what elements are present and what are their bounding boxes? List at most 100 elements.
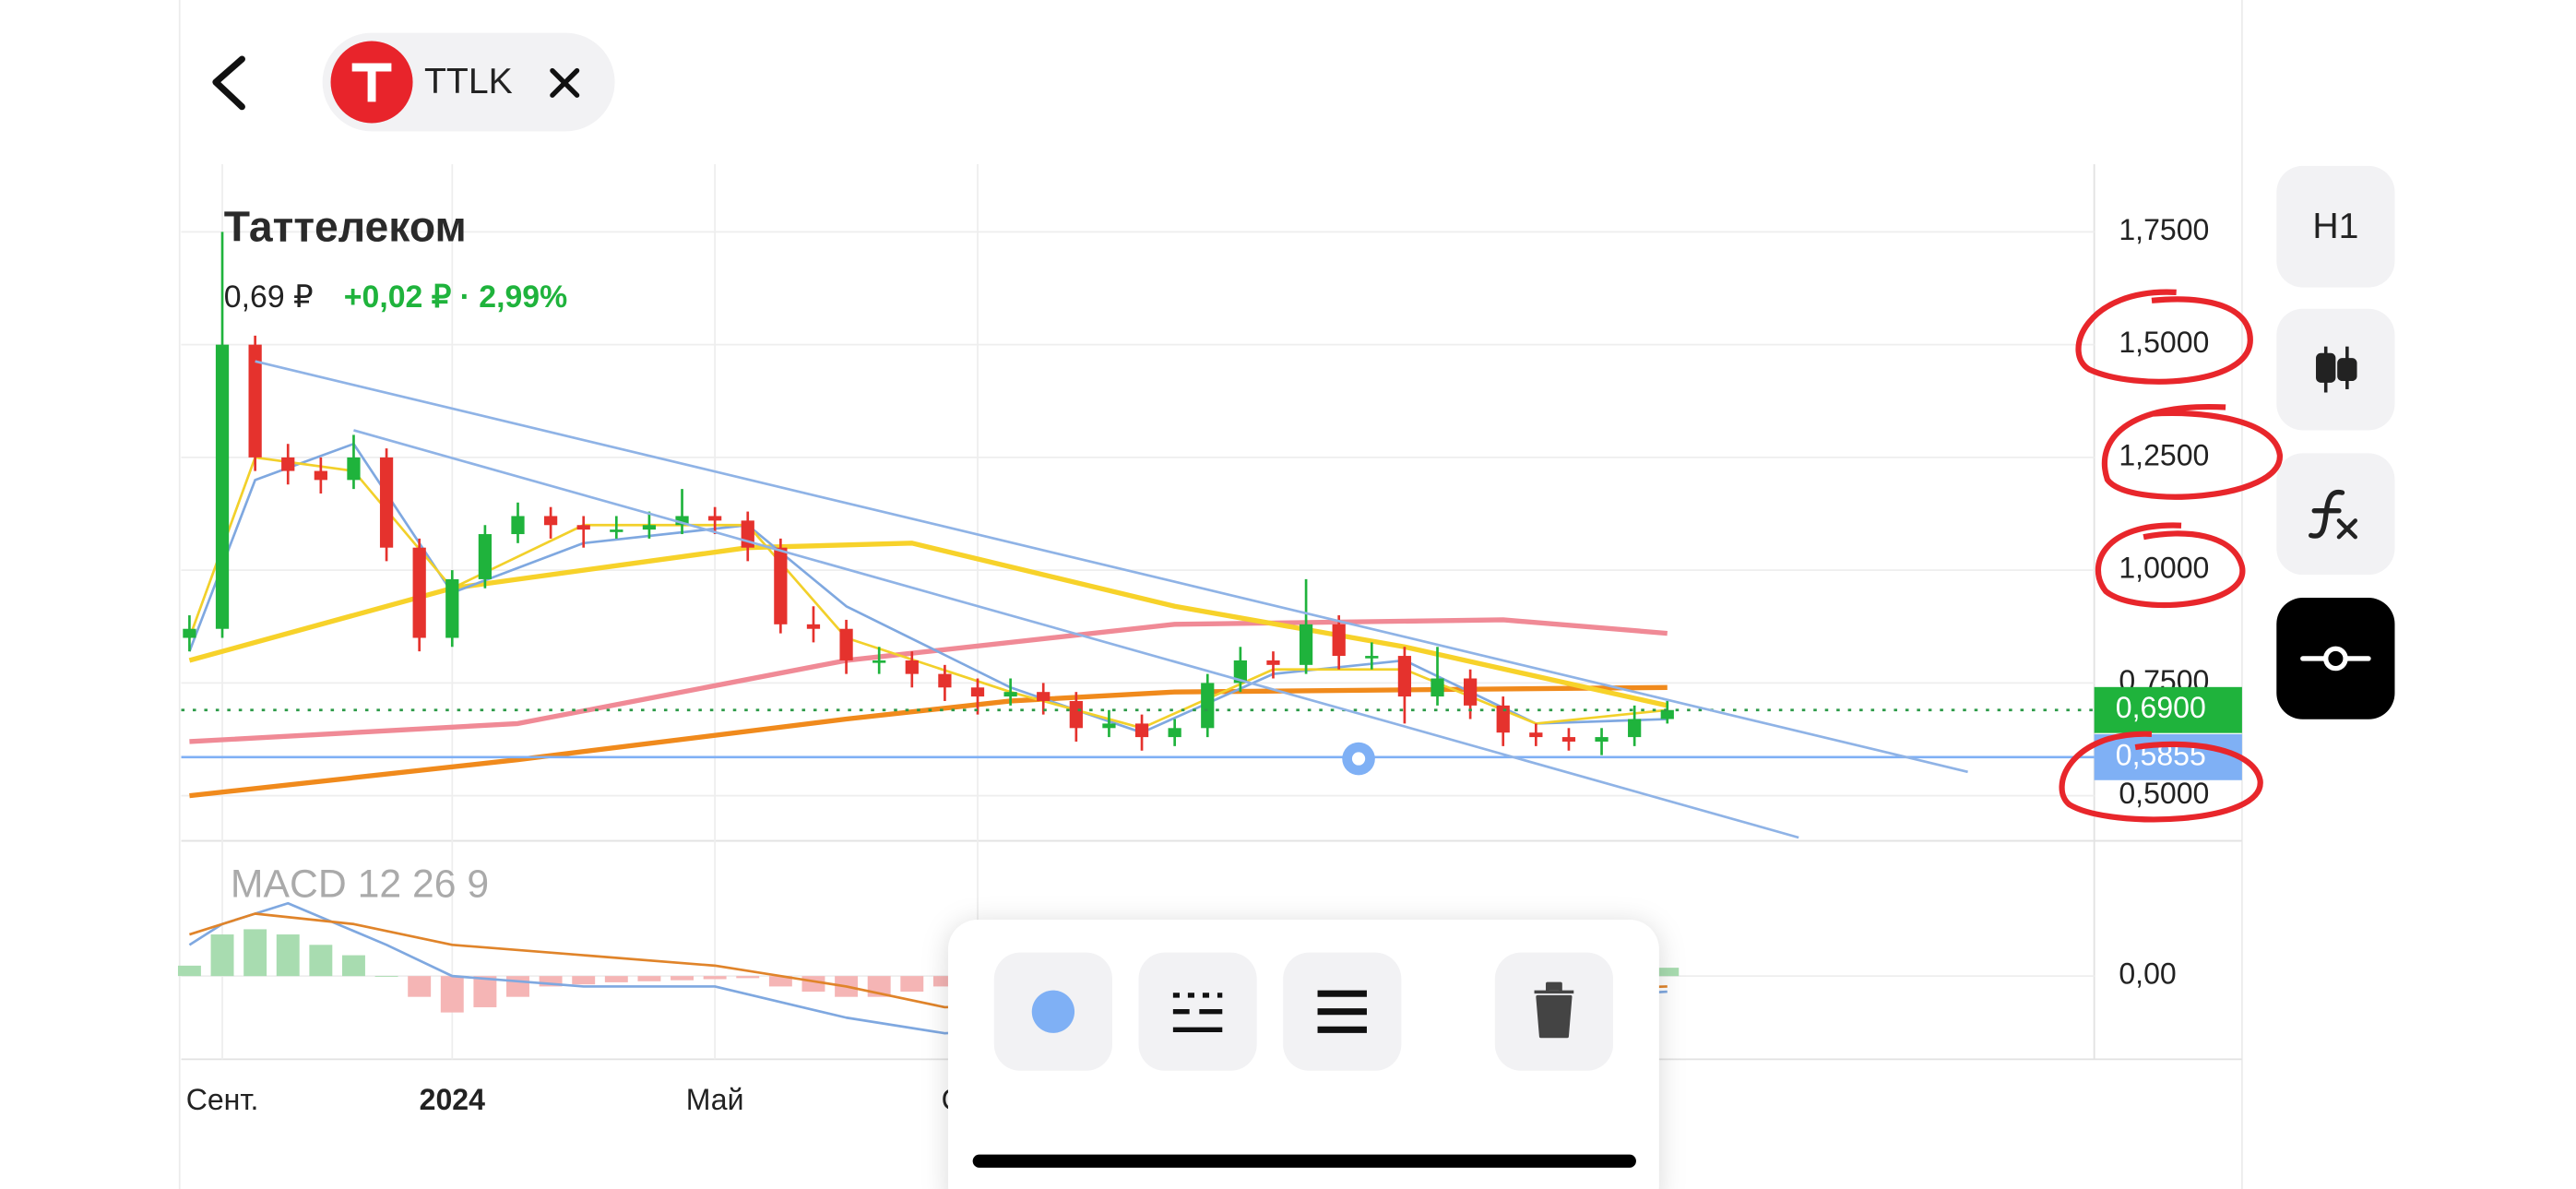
- macd-line: [189, 912, 1668, 1009]
- macd-bar: [572, 976, 596, 985]
- candle-body: [511, 516, 525, 535]
- macd-bar: [210, 934, 234, 977]
- timeframe-button[interactable]: [2276, 165, 2395, 288]
- candle-body: [708, 516, 722, 521]
- price-label-box: [2094, 686, 2242, 733]
- candle-body: [610, 529, 623, 532]
- annotations: [2059, 289, 2283, 823]
- level-handle-dot: [1351, 752, 1366, 766]
- macd-bar: [408, 976, 432, 997]
- candle-body: [1003, 692, 1017, 697]
- candle-body: [806, 624, 821, 629]
- trash-icon: [1534, 981, 1574, 1039]
- macd-bar: [768, 976, 792, 987]
- candle-body: [215, 344, 230, 629]
- candle-body: [1332, 624, 1346, 657]
- macd-bar: [539, 976, 563, 987]
- candle-body: [478, 534, 493, 579]
- timeframe: H1: [2312, 207, 2358, 246]
- annotation-circle: [2101, 403, 2283, 500]
- y-tick-label: 0,00: [2119, 957, 2176, 991]
- line-style-icon: [1172, 993, 1223, 1032]
- macd-bar: [671, 976, 694, 981]
- macd-bar: [932, 976, 956, 987]
- candle-body: [1628, 719, 1642, 738]
- fx-icon-x: [2336, 518, 2357, 540]
- drawing-icon-dot: [2323, 646, 2348, 672]
- annotation-circle: [2095, 522, 2246, 609]
- macd-bar: [440, 976, 464, 1013]
- candle-body: [970, 687, 985, 697]
- macd-bar: [341, 955, 365, 977]
- y-tick-label: 1,5000: [2119, 326, 2209, 359]
- macd-bar: [703, 976, 727, 980]
- line-width-icon: [1317, 990, 1367, 1033]
- candle-body: [1069, 700, 1083, 729]
- candle-body: [1233, 660, 1247, 684]
- candle-body: [347, 457, 361, 481]
- candle-body: [1134, 723, 1149, 738]
- chart-title: Таттелеком: [224, 202, 467, 250]
- candle-body: [1201, 683, 1215, 729]
- annotation-circle: [2059, 731, 2263, 823]
- candle-body: [412, 547, 426, 638]
- macd-bar: [309, 945, 333, 977]
- line-style-button[interactable]: [1138, 952, 1257, 1071]
- candle-body: [1037, 692, 1051, 701]
- moving-average: [189, 617, 1668, 744]
- fx-icon: [2309, 489, 2345, 539]
- close-chip[interactable]: [550, 67, 580, 98]
- candle-body: [938, 673, 952, 688]
- indicators-button[interactable]: [2276, 453, 2395, 576]
- candle-body: [1464, 678, 1478, 706]
- candle-body: [445, 578, 459, 638]
- candle-body: [774, 547, 788, 624]
- macd-bar: [801, 976, 825, 993]
- trend-lines: [255, 360, 1968, 839]
- home-indicator: [972, 1154, 1636, 1168]
- x-tick-label: 2024: [420, 1083, 485, 1116]
- candle-body: [1365, 656, 1379, 659]
- macd-bar: [506, 976, 529, 997]
- macd-bar: [900, 976, 924, 993]
- macd-bar: [177, 965, 201, 977]
- candle-body: [1266, 660, 1280, 665]
- macd-bar: [243, 929, 267, 977]
- candle-body: [1561, 737, 1576, 742]
- macd-bar: [276, 934, 300, 977]
- candle-body: [1496, 705, 1510, 733]
- y-tick-label: 0,5000: [2119, 777, 2209, 810]
- candle-body: [675, 516, 689, 526]
- macd-bar: [637, 976, 661, 981]
- color-swatch: [1031, 990, 1075, 1033]
- y-tick-label: 1,7500: [2119, 213, 2209, 246]
- candle-body: [576, 525, 590, 530]
- back-button[interactable]: [212, 55, 245, 111]
- candle-body: [1660, 709, 1674, 719]
- macd-bar: [1656, 968, 1680, 977]
- candle-body: [1168, 728, 1181, 738]
- y-tick-label: 1,2500: [2119, 438, 2209, 471]
- candle-body: [183, 628, 196, 638]
- x-tick-label: Сент.: [186, 1083, 259, 1116]
- candle-body: [543, 516, 558, 526]
- candle-body: [873, 660, 886, 663]
- trend-line[interactable]: [353, 429, 1799, 839]
- annotation-circle: [2075, 289, 2253, 385]
- ticker: TTLK: [424, 62, 513, 101]
- candle-body: [1299, 624, 1313, 665]
- price-change: +0,02 ₽ · 2,99%: [344, 279, 567, 315]
- candle-body: [642, 525, 657, 530]
- candle-body: [248, 344, 262, 458]
- candle-body: [1430, 678, 1444, 697]
- candle-body: [1397, 656, 1412, 697]
- candle-body: [379, 457, 394, 548]
- macd-bar: [473, 976, 497, 1007]
- price-label: 0,6900: [2116, 691, 2206, 724]
- trend-line[interactable]: [255, 360, 1968, 774]
- candle-body: [281, 457, 295, 471]
- drawing-button[interactable]: [2276, 598, 2395, 719]
- y-tick-label: 1,0000: [2119, 552, 2209, 585]
